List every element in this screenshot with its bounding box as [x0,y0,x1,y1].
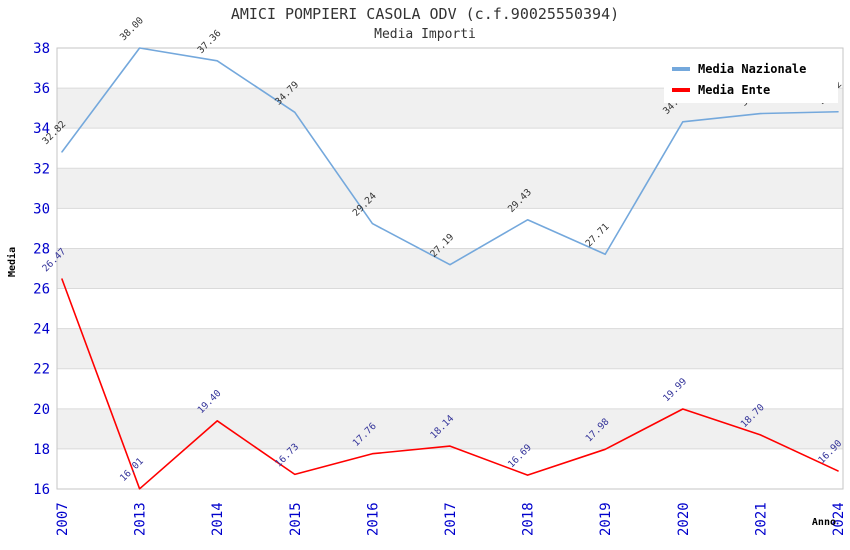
x-tick-label: 2015 [288,502,304,536]
x-tick-label: 2024 [831,502,847,536]
x-tick-label: 2021 [753,502,769,536]
series-lines [61,47,839,490]
x-tick-label: 2018 [521,502,537,536]
y-axis: 16 18 20 22 24 26 28 30 32 34 36 38 [33,41,50,498]
legend: Media Nazionale Media Ente [664,53,838,103]
y-tick-label: 32 [33,161,50,177]
x-tick-label: 2020 [676,502,692,536]
point-label: 38.00 [118,15,146,43]
x-tick-label: 2013 [133,502,149,536]
x-axis: 2007 2013 2014 2015 2016 2017 2018 2019 2020 2021… [55,502,847,536]
y-tick-label: 18 [33,442,50,458]
x-tick-label: 2019 [598,502,614,536]
y-tick-label: 36 [33,81,50,97]
legend-box [664,53,838,103]
y-axis-title: Media [6,247,18,277]
y-tick-label: 26 [33,282,50,298]
y-tick-label: 38 [33,41,50,57]
y-tick-label: 30 [33,201,50,217]
x-tick-label: 2016 [365,502,381,536]
y-tick-label: 24 [33,322,50,338]
series-line-media-ente [61,278,839,490]
series-line-media-nazionale [61,47,839,266]
plot-bands [57,88,843,449]
point-label: 19.99 [661,376,689,404]
y-tick-label: 34 [33,121,50,137]
y-tick-label: 22 [33,362,50,378]
y-tick-label: 20 [33,402,50,418]
legend-label: Media Nazionale [698,62,806,76]
plot-band [57,248,843,289]
y-tick-label: 16 [33,482,50,498]
point-label: 16.01 [118,456,146,484]
plot-band [57,328,843,369]
chart-subtitle: Media Importi [374,27,476,42]
y-tick-label: 28 [33,241,50,257]
plot-frame [56,47,844,490]
legend-label: Media Ente [698,83,770,97]
x-tick-label: 2007 [55,502,71,536]
plot-band [57,168,843,209]
point-label: 27.71 [584,221,612,249]
x-tick-label: 2017 [443,502,459,536]
x-axis-title: Anno [812,517,836,528]
x-tick-label: 2014 [210,502,226,536]
plot-band [57,408,843,449]
chart-title: AMICI POMPIERI CASOLA ODV (c.f.900255503… [231,5,619,23]
point-label: 37.36 [196,28,224,56]
